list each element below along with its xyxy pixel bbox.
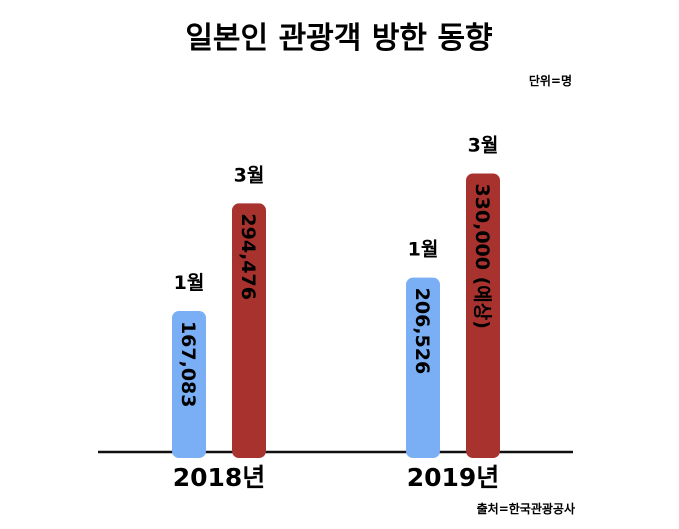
bar-value-label: 330,000 (예상) [471, 183, 493, 328]
bar-month-label: 1월 [408, 239, 439, 261]
unit-note: 단위=명 [529, 73, 572, 88]
x-tick-label: 2018년 [173, 463, 266, 492]
bar-value-label: 206,526 [411, 288, 433, 375]
bar-2018년-1월 [172, 310, 206, 458]
bar-2019년-3월 [466, 173, 500, 459]
bar-month-label: 3월 [234, 164, 265, 186]
source-note: 출처=한국관광공사 [477, 501, 575, 516]
bars-group: 1월 167,083 3월 294,476 2018년 1월 206,526 3월 330,00… [172, 134, 500, 492]
bar-value-label: 167,083 [177, 321, 199, 408]
bar-month-label: 3월 [468, 134, 499, 156]
x-tick-label: 2019년 [407, 463, 500, 492]
bar-2019년-1월 [406, 277, 440, 458]
bar-2018년-3월 [232, 203, 266, 458]
chart-title: 일본인 관광객 방한 동향 [185, 21, 492, 56]
bar-value-label: 294,476 [237, 213, 259, 300]
bar-month-label: 1월 [174, 272, 205, 294]
